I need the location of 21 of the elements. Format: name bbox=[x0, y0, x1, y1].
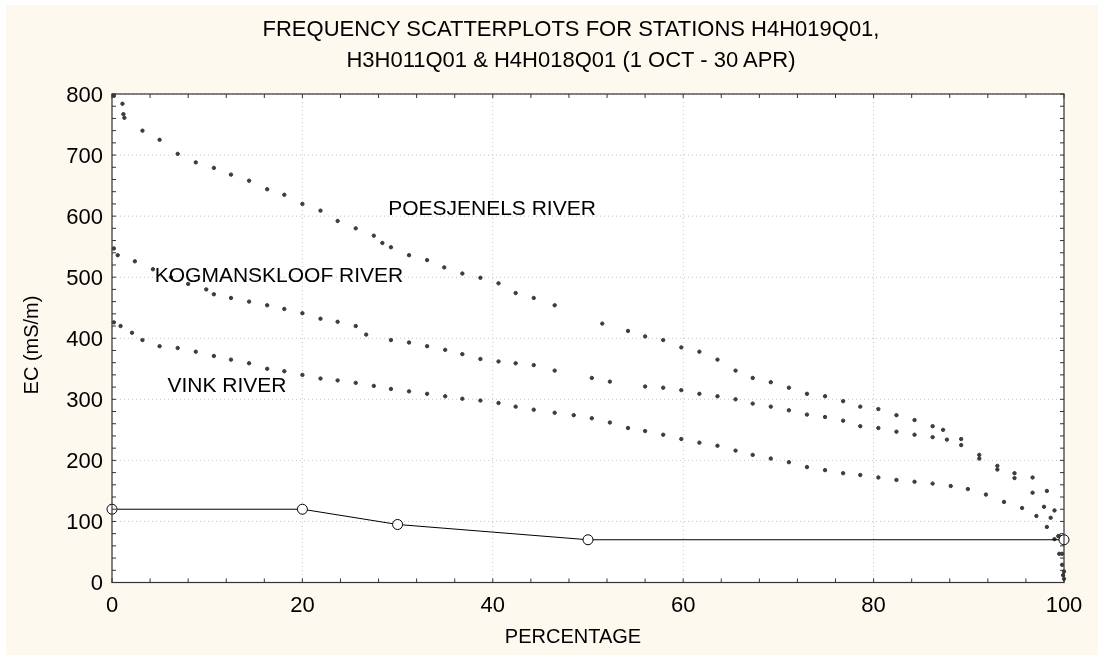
chart-title: FREQUENCY SCATTERPLOTS FOR STATIONS H4H019Q01, H3H011Q01 & H4H018Q01 (1 OCT - 30 APR) bbox=[262, 16, 880, 72]
y-tick-label: 500 bbox=[66, 264, 103, 290]
y-axis-title: EC (mS/m) bbox=[20, 295, 42, 395]
x-axis-title: PERCENTAGE bbox=[504, 625, 642, 647]
y-tick-label: 800 bbox=[66, 81, 103, 107]
y-tick-label: 0 bbox=[90, 570, 103, 596]
y-tick-label: 400 bbox=[66, 325, 103, 351]
x-tick-label: 60 bbox=[670, 592, 696, 618]
annotation: VINK RIVER bbox=[167, 373, 287, 397]
x-tick-label: 0 bbox=[105, 592, 119, 618]
y-tick-label: 100 bbox=[66, 509, 103, 535]
x-tick-label: 80 bbox=[861, 592, 886, 618]
annotation: KOGMANSKLOOF RIVER bbox=[154, 263, 404, 287]
x-tick-label: 20 bbox=[290, 592, 315, 618]
x-tick-label: 100 bbox=[1045, 592, 1083, 618]
y-tick-label: 600 bbox=[66, 203, 103, 229]
annotation: POESJENELS RIVER bbox=[388, 196, 596, 220]
y-tick-label: 200 bbox=[66, 448, 103, 474]
y-tick-label: 300 bbox=[66, 387, 103, 413]
x-tick-label: 40 bbox=[480, 592, 506, 618]
y-tick-label: 700 bbox=[66, 142, 103, 168]
